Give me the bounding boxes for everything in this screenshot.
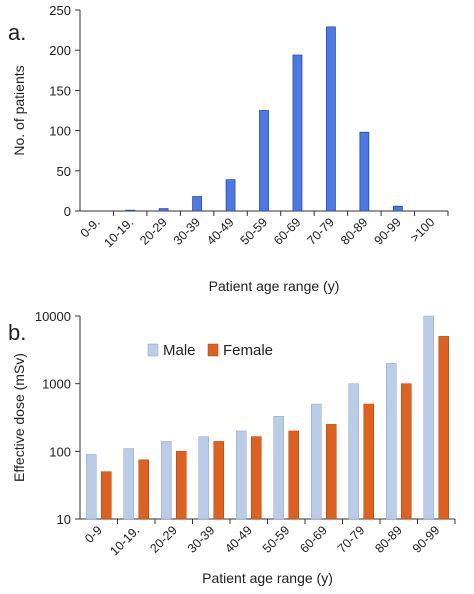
bar-female: [138, 459, 149, 520]
x-tick-label: 90-99: [371, 215, 404, 248]
legend-label: Female: [223, 342, 273, 359]
x-tick-label: 0-9.: [78, 215, 103, 240]
y-tick-label: 10: [57, 512, 71, 527]
x-tick-label: 60-69: [297, 523, 330, 556]
x-tick-label: 50-59: [238, 215, 271, 248]
bar-female: [213, 441, 224, 520]
x-tick-label: >100: [408, 215, 438, 245]
panel-label: b.: [8, 320, 26, 345]
panel-label: a.: [8, 20, 26, 45]
legend-label: Male: [163, 342, 196, 359]
bar-male: [311, 403, 322, 520]
bar: [259, 110, 269, 212]
y-tick-label: 1000: [42, 377, 71, 392]
x-tick-label: 40-49: [222, 523, 255, 556]
x-tick-label: 50-59: [260, 523, 293, 556]
bar: [359, 131, 370, 212]
x-axis-title: Patient age range (y): [202, 570, 333, 586]
y-tick-label: 150: [49, 83, 71, 98]
y-tick-label: 100: [49, 124, 71, 139]
y-tick-label: 10000: [35, 309, 71, 324]
bar-male: [386, 363, 397, 520]
bar-female: [288, 430, 299, 520]
bar-male: [236, 430, 247, 520]
bar-male: [348, 383, 359, 520]
bar: [192, 196, 202, 212]
x-tick-label: 40-49: [204, 215, 237, 248]
x-tick-label: 20-29: [137, 215, 170, 248]
bar-male: [161, 441, 172, 520]
bar-female: [326, 424, 337, 520]
legend-swatch: [207, 343, 219, 357]
bar: [392, 205, 403, 212]
bar-female: [251, 436, 262, 520]
x-tick-label: 80-89: [372, 523, 405, 556]
x-tick-label: 30-39: [171, 215, 204, 248]
bar-male: [423, 315, 434, 520]
bar-female: [176, 451, 187, 520]
bar: [158, 208, 169, 212]
chart-b: b. 10 100 1000 10000 0-9 10-19. 20-29 30-39 40-49…: [8, 309, 456, 586]
bar: [225, 179, 236, 212]
x-tick-label: 0-9: [82, 523, 105, 546]
x-tick-label: 20-29: [147, 523, 180, 556]
y-tick-label: 200: [49, 43, 71, 58]
bar: [292, 54, 303, 212]
bar-female: [101, 471, 112, 520]
legend: Male Female: [147, 342, 273, 359]
x-tick-label: 10-19.: [107, 523, 142, 558]
y-axis-title: Effective dose (mSv): [11, 353, 27, 482]
bar-male: [86, 454, 97, 520]
bar-female: [401, 383, 412, 520]
x-tick-label: 80-89: [338, 215, 371, 248]
y-tick-label: 0: [64, 204, 71, 219]
bar: [326, 26, 336, 212]
bar-male: [123, 448, 134, 520]
y-tick-label: 100: [49, 444, 71, 459]
bar-male: [273, 415, 284, 520]
x-axis-title: Patient age range (y): [209, 278, 340, 294]
y-tick-label: 50: [57, 164, 71, 179]
bar: [125, 209, 136, 212]
x-tick-label: 90-99: [410, 523, 443, 556]
bar-female: [438, 336, 449, 520]
x-tick-label: 60-69: [271, 215, 304, 248]
bar-female: [363, 403, 374, 520]
y-tick-label: 250: [49, 3, 71, 18]
x-tick-label: 70-79: [305, 215, 338, 248]
bar-male: [198, 436, 209, 520]
chart-a: a. 0 50 100 150 200 250 0-9.10-19. 20-29 30-39 40-…: [8, 3, 449, 294]
y-axis-title: No. of patients: [11, 65, 27, 155]
x-tick-label: 30-39: [185, 523, 218, 556]
x-tick-label: 70-79: [335, 523, 368, 556]
legend-swatch: [147, 343, 159, 357]
x-tick-label: 10-19.: [101, 215, 136, 250]
